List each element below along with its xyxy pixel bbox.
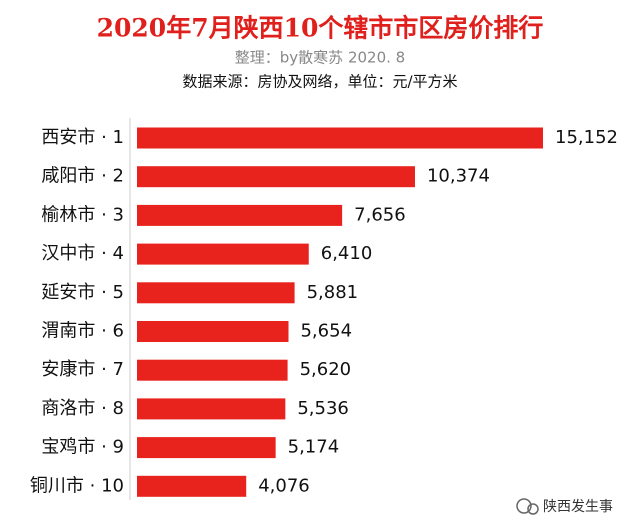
bar: [137, 475, 247, 497]
bar: [137, 398, 286, 420]
watermark: 陕西发生事: [543, 499, 613, 515]
chart-subtitle: 整理：by散寒苏 2020. 8: [235, 49, 405, 67]
bar: [137, 127, 543, 149]
category-label: 安康市 · 7: [41, 359, 124, 380]
category-label: 西安市 · 1: [41, 127, 124, 148]
chart-title: 2020年7月陕西10个辖市市区房价排行: [97, 14, 544, 43]
bar: [137, 359, 288, 381]
category-label: 汉中市 · 4: [41, 243, 124, 264]
category-label: 榆林市 · 3: [41, 204, 124, 225]
bar: [137, 166, 415, 188]
value-label: 5,174: [288, 437, 340, 458]
value-label: 5,654: [300, 321, 352, 342]
bar: [137, 243, 309, 265]
bar: [137, 204, 343, 226]
category-label: 铜川市 · 10: [30, 475, 124, 496]
value-label: 15,152: [555, 127, 618, 148]
bar: [137, 437, 276, 459]
value-label: 5,536: [297, 398, 349, 419]
category-label: 延安市 · 5: [41, 282, 124, 303]
value-label: 7,656: [354, 204, 406, 225]
category-label: 商洛市 · 8: [41, 398, 124, 419]
value-label: 6,410: [321, 243, 373, 264]
source-note: 数据来源：房协及网络，单位：元/平方米: [182, 73, 457, 91]
category-label: 咸阳市 · 2: [41, 166, 124, 187]
watermark-icon: [516, 498, 539, 515]
value-label: 10,374: [427, 166, 490, 187]
value-label: 5,620: [300, 359, 352, 380]
category-label: 宝鸡市 · 9: [41, 437, 124, 458]
value-label: 5,881: [307, 282, 359, 303]
value-label: 4,076: [258, 475, 310, 496]
bar: [137, 282, 295, 304]
category-label: 渭南市 · 6: [41, 321, 124, 342]
bar: [137, 321, 289, 342]
